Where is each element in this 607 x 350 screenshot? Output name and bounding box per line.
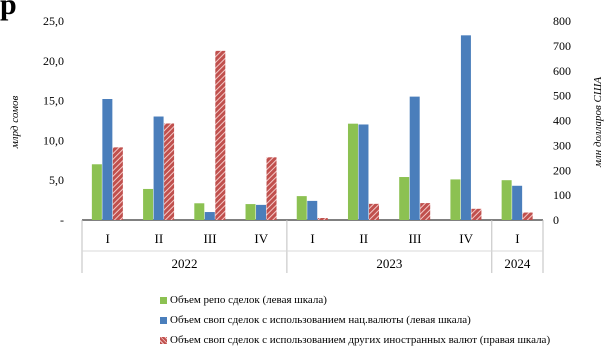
bar-swap-national <box>204 212 215 220</box>
right-tick-label: 200 <box>553 163 571 177</box>
bar-repo <box>399 177 410 220</box>
left-tick-label: 15,0 <box>43 94 64 108</box>
legend-swatch-repo <box>160 296 167 304</box>
category-label: IV <box>254 231 268 246</box>
category-label: II <box>154 231 163 246</box>
right-axis-title: млн долларов США <box>592 77 604 168</box>
bar-repo <box>450 179 461 220</box>
right-tick-label: 300 <box>553 138 571 152</box>
category-label: III <box>408 231 421 246</box>
bar-swap-national <box>153 116 164 220</box>
bar-repo <box>143 188 154 220</box>
bar-swap-national <box>409 96 420 220</box>
legend-label-swap-national: Объем своп сделок с использованием нац.в… <box>170 314 471 326</box>
bar-swap-national <box>460 35 471 220</box>
year-label: 2023 <box>376 256 402 271</box>
left-axis-title: млрд сомов <box>9 96 21 150</box>
bar-swap-national <box>102 99 113 220</box>
right-tick-label: 600 <box>553 64 571 78</box>
left-tick-label: - <box>60 213 64 227</box>
category-label: I <box>105 231 109 246</box>
legend-swatch-swap-foreign <box>160 336 167 344</box>
bar-swap-foreign <box>420 203 431 220</box>
legend-label-repo: Объем репо сделок (левая шкала) <box>170 294 327 306</box>
bar-swap-national <box>307 200 318 220</box>
year-label: 2024 <box>504 256 531 271</box>
bar-repo <box>501 180 512 220</box>
category-label: I <box>515 231 519 246</box>
legend-swatch-swap-national <box>160 316 167 324</box>
chart-canvas: - 5,0 10,0 15,0 20,0 25,0 0 100 200 300 400 500 600 7… <box>9 14 604 273</box>
category-label: II <box>359 231 368 246</box>
legend-label-swap-foreign: Объем своп сделок с использованием други… <box>170 334 551 346</box>
bar-swap-foreign <box>215 50 226 220</box>
bar-repo <box>347 123 358 220</box>
bar-swap-foreign <box>164 123 175 220</box>
bar-swap-foreign <box>471 208 482 220</box>
bar-repo <box>194 203 205 220</box>
category-label: III <box>204 231 217 246</box>
legend: Объем репо сделок (левая шкала) Объем св… <box>160 290 550 350</box>
bar-repo <box>296 196 307 220</box>
bar-swap-foreign <box>368 203 379 220</box>
year-label: 2022 <box>171 256 197 271</box>
bar-swap-foreign <box>266 157 277 220</box>
right-tick-label: 700 <box>553 39 571 53</box>
bar-repo <box>245 204 256 220</box>
bar-swap-national <box>358 124 369 220</box>
right-tick-label: 800 <box>553 14 571 28</box>
right-tick-label: 400 <box>553 114 571 128</box>
bar-swap-foreign <box>522 212 533 220</box>
category-label: IV <box>459 231 473 246</box>
bar-swap-national <box>256 204 267 220</box>
right-tick-label: 500 <box>553 89 571 103</box>
legend-item-swap-national: Объем своп сделок с использованием нац.в… <box>160 310 550 330</box>
left-tick-label: 5,0 <box>49 173 64 187</box>
bar-swap-foreign <box>317 218 328 220</box>
category-label: I <box>310 231 314 246</box>
bar-swap-national <box>512 185 523 220</box>
left-tick-label: 25,0 <box>43 14 64 28</box>
bar-swap-foreign <box>112 147 123 220</box>
bar-repo <box>91 164 102 220</box>
left-tick-label: 10,0 <box>43 133 64 147</box>
left-tick-label: 20,0 <box>43 54 64 68</box>
heading-fragment: р <box>0 0 17 21</box>
right-tick-label: 100 <box>553 188 571 202</box>
right-tick-label: 0 <box>553 213 559 227</box>
legend-item-swap-foreign: Объем своп сделок с использованием други… <box>160 330 550 350</box>
legend-item-repo: Объем репо сделок (левая шкала) <box>160 290 550 310</box>
